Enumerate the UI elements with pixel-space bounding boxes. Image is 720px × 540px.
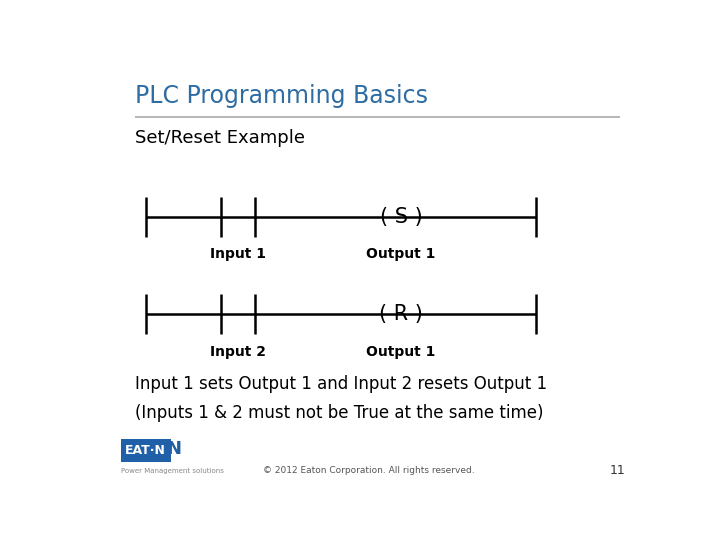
Bar: [121, 439, 171, 462]
Text: Output 1: Output 1: [366, 247, 436, 261]
Text: ( S ): ( S ): [379, 207, 423, 227]
Text: (Inputs 1 & 2 must not be True at the same time): (Inputs 1 & 2 must not be True at the sa…: [135, 404, 543, 422]
Text: © 2012 Eaton Corporation. All rights reserved.: © 2012 Eaton Corporation. All rights res…: [264, 465, 474, 475]
Text: 11: 11: [610, 464, 626, 477]
Text: Input 1 sets Output 1 and Input 2 resets Output 1: Input 1 sets Output 1 and Input 2 resets…: [135, 375, 546, 393]
Text: Power Management solutions: Power Management solutions: [121, 468, 224, 474]
Text: Input 2: Input 2: [210, 345, 266, 359]
Text: EAT·N: EAT·N: [124, 441, 182, 458]
Text: ( R ): ( R ): [379, 304, 423, 325]
Text: Output 1: Output 1: [366, 345, 436, 359]
Text: Set/Reset Example: Set/Reset Example: [135, 129, 305, 147]
Text: Input 1: Input 1: [210, 247, 266, 261]
Text: PLC Programming Basics: PLC Programming Basics: [135, 84, 428, 107]
Text: EAT·N: EAT·N: [125, 444, 166, 457]
